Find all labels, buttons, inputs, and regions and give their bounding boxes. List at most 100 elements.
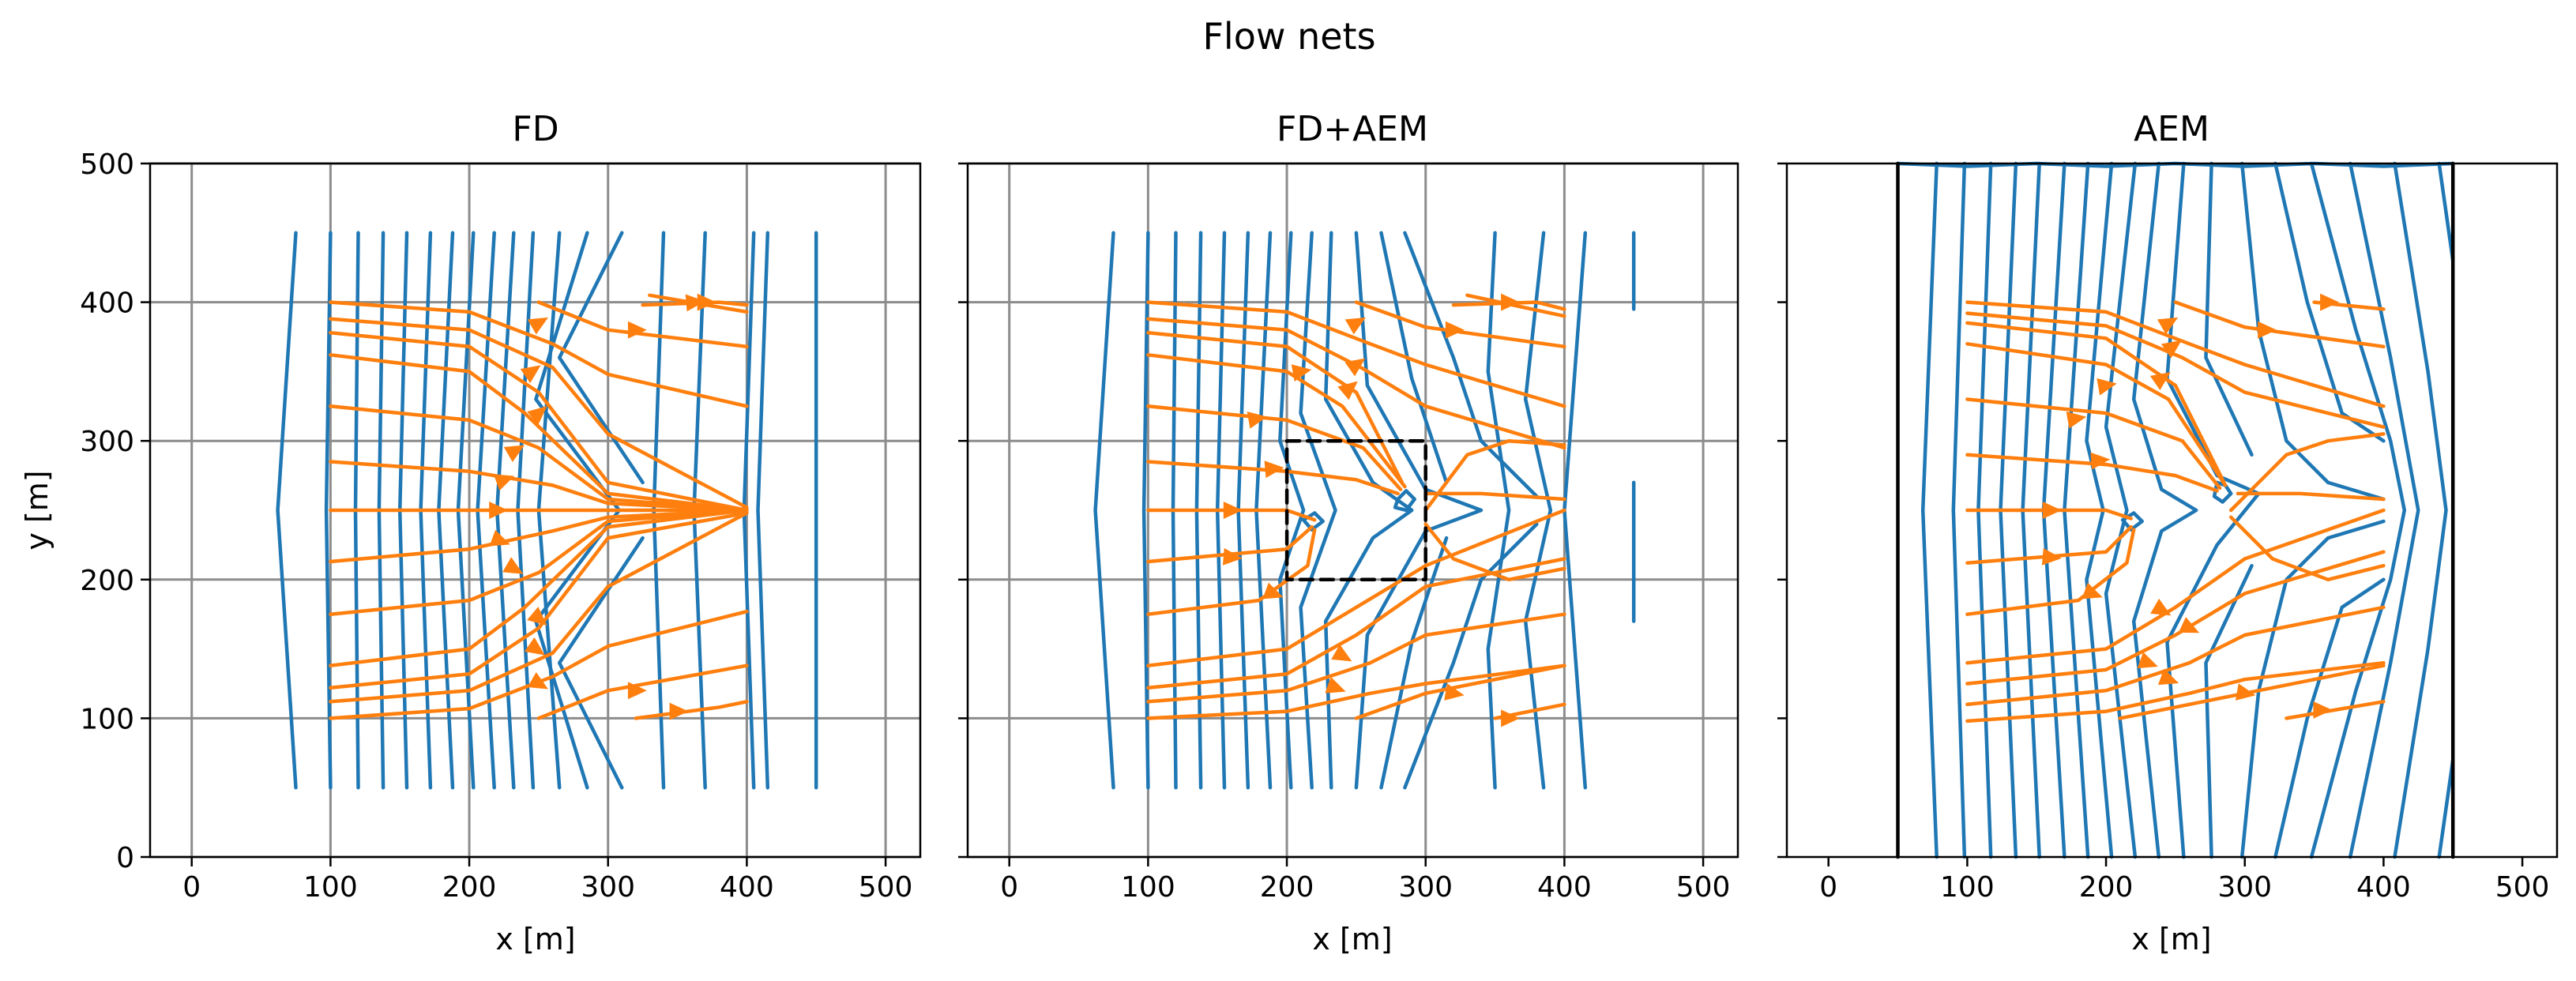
panel-fd-aem-flow-arrow-12 <box>1325 677 1346 693</box>
panel-fd-flow-arrow-13 <box>527 671 549 690</box>
panel-fd-aem-contour-14 <box>1403 522 1539 790</box>
panel-fd-xtick-label: 0 <box>182 871 201 904</box>
panel-fd-flow-arrow-8 <box>489 502 509 519</box>
panel-fd-streamline-22 <box>329 330 749 513</box>
panel-fd-flow-arrow-4 <box>520 365 541 384</box>
panel-aem-contour-20 <box>2437 161 2455 263</box>
panel-aem-flow-arrow-5 <box>2097 378 2117 396</box>
panel-aem-streamline-26 <box>1965 311 2386 429</box>
panel-fd-streamline-33 <box>536 300 749 349</box>
panel-fd-streamline-37 <box>634 700 749 720</box>
panel-fd-aem-boundary-43 <box>1284 438 1427 582</box>
panel-fd-ytick-label: 400 <box>80 288 134 320</box>
panel-fd-aem-flow-arrow-5 <box>1291 364 1312 382</box>
panel-fd-flow-arrow-1 <box>685 294 705 312</box>
panel-aem: 0 100 200 300 400 500 AEM x [m] <box>1777 109 2559 957</box>
panel-aem-xtick-label: 300 <box>2217 871 2272 904</box>
panel-fd-aem-contour-0 <box>1093 231 1115 790</box>
panel-aem-contour-17 <box>2309 161 2407 859</box>
panel-aem-contour-16 <box>2273 577 2386 859</box>
panel-fd-contour-0 <box>276 231 298 790</box>
panel-fd-aem-flow-arrow-4 <box>1337 381 1358 400</box>
panel-fd-flow-arrow-2 <box>627 321 647 339</box>
panel-fd-aem-streamline-32 <box>1146 557 1566 690</box>
panel-aem-flow-arrow-4 <box>2149 372 2171 390</box>
panel-aem-flow-arrow-13 <box>2137 652 2158 669</box>
panel-aem-streamline-28 <box>1965 342 2228 487</box>
panel-aem-streamline-44 <box>2285 700 2386 720</box>
panel-aem-streamline-35 <box>1965 550 2386 686</box>
panel-fd-frame <box>149 162 922 859</box>
panel-aem-xtick-label: 200 <box>2079 871 2134 904</box>
panel-fd-aem-streamline-33 <box>1146 612 1566 704</box>
panel-fd-aem-streamline-30 <box>1146 528 1317 616</box>
panel-aem-xtick-label: 500 <box>2495 871 2550 904</box>
panel-fd-flow-arrow-12 <box>524 637 545 656</box>
panel-fd-xlabel: x [m] <box>495 922 575 957</box>
panel-aem-contour-10 <box>2165 161 2261 859</box>
panel-fd-xtick-label: 200 <box>442 871 497 904</box>
panel-aem-contour-24 <box>2120 511 2144 532</box>
panel-fd-aem-streamline-27 <box>1146 460 1400 496</box>
panel-fd: 0 100 200 300 400 500 0 100 200 300 400 500 FD x [m… <box>20 109 922 957</box>
panel-fd-ytick-label: 200 <box>80 565 134 597</box>
panel-aem-streamline-41 <box>2173 300 2386 349</box>
panel-fd-aem-streamline-22 <box>1146 300 1566 408</box>
panel-fd-aem-flow-arrow-8 <box>1223 502 1243 519</box>
panel-fd-aem-streamline-29 <box>1146 524 1314 564</box>
panel-aem-streamline-37 <box>1965 660 2386 724</box>
panel-aem-streamline-40 <box>2228 515 2386 582</box>
panel-fd-aem-flow-arrow-7 <box>1264 460 1284 479</box>
panel-aem-flow-arrow-0 <box>2320 293 2340 311</box>
panel-aem-contour-21 <box>2437 757 2455 859</box>
panel-fd-aem-streamline-41 <box>1354 663 1566 720</box>
panel-aem-flow-arrow-2 <box>2157 317 2179 335</box>
panel-fd-ticks: 0 100 200 300 400 500 0 100 200 300 400 500 <box>80 148 912 904</box>
panel-fd-aem-flow-arrow-14 <box>1501 709 1521 727</box>
panel-fd-aem-flow-arrow-0 <box>1501 293 1521 311</box>
panel-fd-streamline-25 <box>329 460 749 513</box>
panel-fd-flow-arrow-7 <box>493 474 515 491</box>
panel-fd-aem-contour-20 <box>1393 489 1416 513</box>
panel-aem-xlabel: x [m] <box>2131 922 2211 957</box>
panel-fd-aem-contour-17 <box>1563 231 1588 790</box>
panel-fd-streamline-30 <box>329 511 749 690</box>
panel-aem-frame <box>1785 162 2559 859</box>
panel-fd-aem-contour-16 <box>1523 231 1553 790</box>
panel-fd-aem-flow-arrow-13 <box>1444 683 1465 701</box>
panel-aem-contour-11 <box>2204 161 2254 457</box>
panel-fd-streamline-36 <box>536 663 749 720</box>
panel-fd-aem-contour-12 <box>1379 536 1449 790</box>
panel-fd-aem-streamline-24 <box>1146 330 1405 485</box>
panel-aem-streamline-32 <box>1965 524 2133 565</box>
panel-fd-aem-flow-arrow-11 <box>1331 644 1352 662</box>
panel-aem-flow-arrow-9 <box>2041 547 2062 566</box>
panel-aem-flow-arrow-1 <box>2258 321 2277 339</box>
panel-fd-aem-xtick-label: 300 <box>1398 871 1453 904</box>
panel-aem-streamline-29 <box>1965 397 2222 490</box>
panel-aem-xtick-label: 0 <box>1819 871 1837 904</box>
panel-fd-aem-streamline-34 <box>1146 663 1566 720</box>
panel-fd-aem: 0 100 200 300 400 500 FD+AEM x [m] <box>958 109 1739 957</box>
panel-fd-aem-streamline-25 <box>1146 353 1407 489</box>
panel-aem-flow-arrow-12 <box>2178 617 2200 633</box>
panel-fd-aem-xtick-label: 400 <box>1537 871 1592 904</box>
panel-fd-aem-frame <box>966 162 1739 859</box>
panel-aem-flow-arrow-6 <box>2066 412 2087 429</box>
panel-fd-streamline-24 <box>329 404 749 513</box>
panel-fd-aem-streamline-38 <box>1354 300 1566 349</box>
panel-fd-aem-xtick-label: 100 <box>1121 871 1175 904</box>
panel-fd-flow-arrow-9 <box>489 529 510 547</box>
panel-fd-aem-streamline-26 <box>1146 404 1403 491</box>
panel-fd-streamline-34 <box>641 300 749 307</box>
panel-aem-flow-arrow-8 <box>2042 502 2062 519</box>
panel-fd-contour-18 <box>756 231 770 790</box>
panel-fd-xtick-label: 300 <box>581 871 635 904</box>
panel-aem-flow-arrow-11 <box>2150 598 2172 616</box>
panel-fd-series <box>276 231 818 790</box>
panel-fd-aem-flow-arrow-6 <box>1247 412 1268 429</box>
panel-fd-ylabel: y [m] <box>20 470 55 550</box>
panel-fd-aem-contour-10 <box>1354 231 1484 790</box>
panel-fd-ytick-label: 100 <box>80 703 134 735</box>
